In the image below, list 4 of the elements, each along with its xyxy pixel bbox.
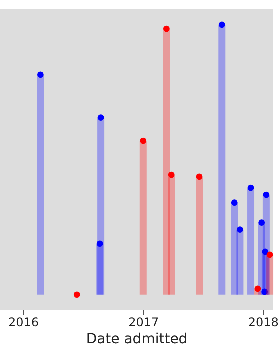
x-tick-label: 2017 bbox=[128, 316, 160, 330]
x-tick-label: 2016 bbox=[8, 316, 40, 330]
x-tick-label: 2018 bbox=[248, 316, 279, 330]
x-axis-title: Date admitted bbox=[86, 332, 188, 348]
